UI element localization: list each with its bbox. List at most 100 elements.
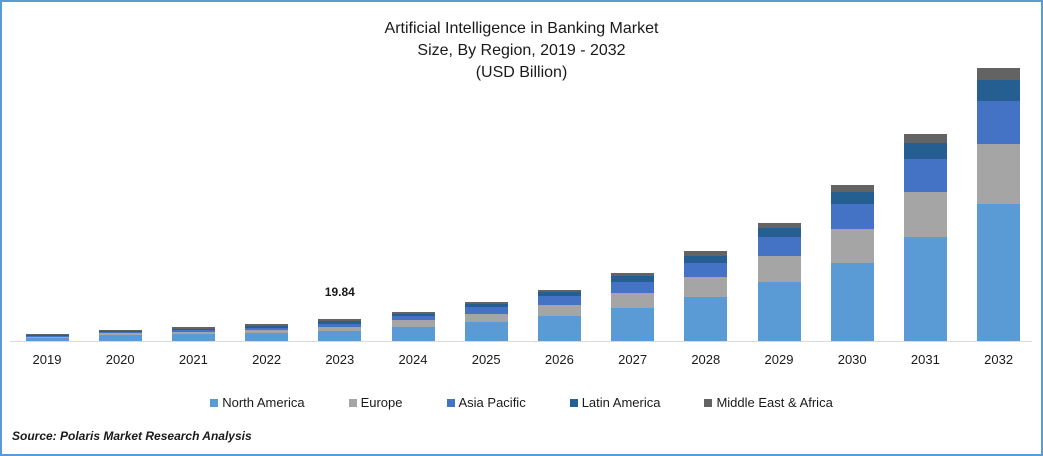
bar-segment-asia-pacific	[903, 158, 947, 192]
bar-2029	[757, 223, 801, 341]
bar-segment-latin-america	[903, 142, 947, 159]
bar-segment-latin-america	[464, 304, 508, 308]
x-tick-label: 2025	[471, 352, 501, 367]
bar-segment-asia-pacific	[977, 100, 1021, 144]
bar-segment-europe	[537, 305, 581, 317]
bar-segment-middle-east-africa	[318, 319, 362, 322]
bar-segment-middle-east-africa	[684, 251, 728, 257]
bar-segment-middle-east-africa	[98, 330, 142, 332]
bar-segment-europe	[98, 333, 142, 335]
legend-swatch-north-america	[210, 398, 219, 407]
legend-label: North America	[222, 395, 305, 410]
bar-segment-latin-america	[537, 292, 581, 297]
bar-segment-europe	[903, 191, 947, 237]
bar-2027	[611, 273, 655, 341]
bar-segment-middle-east-africa	[391, 312, 435, 315]
bar-2030	[830, 185, 874, 341]
source-note: Source: Polaris Market Research Analysis	[12, 429, 252, 443]
bar-segment-europe	[977, 143, 1021, 204]
legend-item-europe: Europe	[348, 395, 403, 410]
bar-segment-asia-pacific	[537, 296, 581, 306]
bar-segment-latin-america	[171, 329, 215, 331]
x-tick-label: 2019	[32, 352, 62, 367]
bar-segment-north-america	[977, 203, 1021, 341]
legend-swatch-middle-east-africa	[704, 398, 713, 407]
legend-item-asia-pacific: Asia Pacific	[446, 395, 526, 410]
bar-segment-latin-america	[757, 228, 801, 237]
bar-segment-europe	[830, 228, 874, 263]
bar-segment-north-america	[171, 334, 215, 341]
bar-2021	[171, 327, 215, 341]
bar-segment-europe	[171, 332, 215, 334]
title-line-2: Size, By Region, 2019 - 2032	[417, 42, 626, 59]
bar-2020	[98, 330, 142, 341]
bar-segment-latin-america	[611, 276, 655, 283]
bar-segment-latin-america	[318, 321, 362, 325]
bar-segment-middle-east-africa	[611, 273, 655, 277]
bar-2019	[25, 334, 69, 341]
bar-segment-north-america	[318, 331, 362, 341]
data-label-2023: 19.84	[324, 285, 355, 300]
bar-segment-asia-pacific	[757, 237, 801, 256]
bar-segment-middle-east-africa	[830, 185, 874, 192]
chart-title: Artificial Intelligence in Banking Marke…	[2, 18, 1041, 84]
x-tick-label: 2023	[325, 352, 355, 367]
legend-item-latin-america: Latin America	[569, 395, 661, 410]
bar-segment-latin-america	[830, 191, 874, 204]
legend-label: Asia Pacific	[458, 395, 526, 410]
bar-2023	[318, 319, 362, 341]
x-tick-label: 2022	[252, 352, 282, 367]
bar-segment-north-america	[391, 327, 435, 341]
bar-segment-europe	[684, 277, 728, 297]
bar-segment-middle-east-africa	[537, 290, 581, 293]
bar-2026	[537, 290, 581, 341]
legend-label: Latin America	[581, 395, 661, 410]
bar-segment-middle-east-africa	[171, 327, 215, 330]
bar-segment-north-america	[684, 296, 728, 341]
x-tick-label: 2021	[178, 352, 208, 367]
bar-segment-middle-east-africa	[245, 324, 289, 327]
bar-segment-latin-america	[245, 326, 289, 329]
bar-segment-north-america	[464, 322, 508, 341]
bar-segment-north-america	[757, 282, 801, 341]
bar-segment-europe	[318, 327, 362, 332]
bar-segment-latin-america	[977, 79, 1021, 101]
legend-label: Middle East & Africa	[716, 395, 833, 410]
x-tick-label: 2026	[544, 352, 574, 367]
bar-segment-north-america	[903, 236, 947, 341]
bar-segment-latin-america	[98, 331, 142, 333]
bar-segment-asia-pacific	[171, 330, 215, 333]
bar-segment-north-america	[537, 316, 581, 341]
legend-item-middle-east-africa: Middle East & Africa	[704, 395, 833, 410]
x-tick-label: 2029	[764, 352, 794, 367]
bar-segment-latin-america	[25, 335, 69, 337]
bar-segment-latin-america	[684, 256, 728, 264]
bar-segment-middle-east-africa	[903, 134, 947, 143]
bar-2028	[684, 251, 728, 341]
bar-segment-north-america	[98, 335, 142, 341]
bar-segment-asia-pacific	[684, 263, 728, 278]
bar-segment-middle-east-africa	[757, 223, 801, 229]
legend-swatch-asia-pacific	[446, 398, 455, 407]
bar-segment-middle-east-africa	[25, 334, 69, 336]
bar-segment-north-america	[245, 333, 289, 341]
x-axis-line	[10, 341, 1032, 342]
bar-segment-europe	[464, 314, 508, 323]
bar-segment-middle-east-africa	[464, 302, 508, 305]
bar-segment-asia-pacific	[830, 203, 874, 229]
bar-segment-asia-pacific	[464, 307, 508, 315]
bar-segment-europe	[245, 330, 289, 334]
bar-segment-europe	[611, 292, 655, 308]
bar-segment-europe	[391, 320, 435, 328]
title-line-1: Artificial Intelligence in Banking Marke…	[384, 20, 659, 37]
x-tick-label: 2020	[105, 352, 135, 367]
bar-2024	[391, 312, 435, 341]
legend-swatch-europe	[348, 398, 357, 407]
bar-segment-north-america	[25, 338, 69, 341]
x-tick-label: 2027	[618, 352, 648, 367]
legend-item-north-america: North America	[210, 395, 305, 410]
bar-2031	[903, 134, 947, 341]
bar-segment-asia-pacific	[98, 332, 142, 334]
bar-segment-asia-pacific	[245, 328, 289, 331]
